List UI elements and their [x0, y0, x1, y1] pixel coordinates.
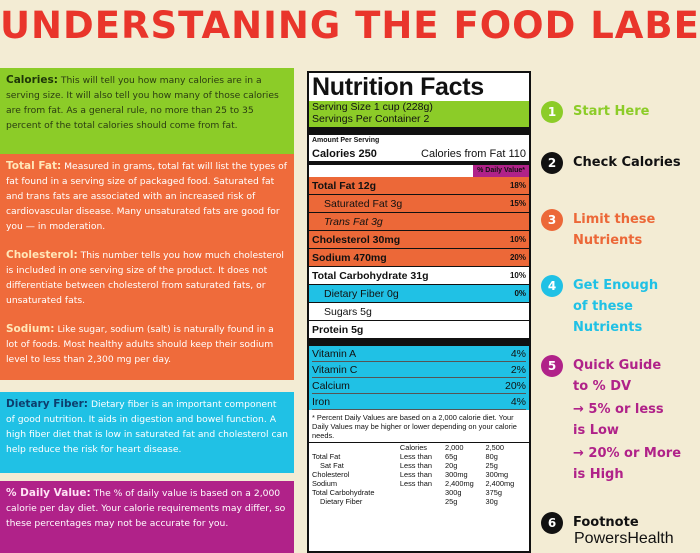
step-2-text: Check Calories: [573, 155, 681, 170]
carbohydrate-row: Total Carbohydrate 31g 10%: [312, 269, 526, 282]
sugars-row: Sugars 5g: [324, 305, 372, 318]
calories-value: Calories 250: [312, 147, 377, 160]
step-5-number: 5: [541, 355, 563, 377]
total-fat-row: Total Fat 12g 18%: [312, 179, 526, 192]
brand-logo: PowersHealth: [574, 530, 674, 547]
step-3-text: Limit these Nutrients: [573, 212, 656, 248]
fiber-text: Dietary fiber is an important component …: [6, 399, 288, 455]
serving-info: Serving Size 1 cup (228g) Servings Per C…: [309, 101, 529, 127]
label-title: Nutrition Facts: [312, 73, 484, 101]
vitamin-c-row: Vitamin C 2%: [312, 362, 526, 378]
nutrition-facts-label: Nutrition Facts Serving Size 1 cup (228g…: [307, 71, 531, 553]
sodium-text: Like sugar, sodium (salt) is naturally f…: [6, 324, 274, 365]
table-row: Dietary Fiber 25g 30g: [320, 497, 498, 506]
step-2-number: 2: [541, 152, 563, 174]
daily-value-panel: % Daily Value: The % of daily value is b…: [0, 481, 294, 553]
dietary-fiber-panel: Dietary Fiber: Dietary fiber is an impor…: [0, 392, 294, 473]
total-fat-heading: Total Fat:: [6, 160, 62, 172]
step-3-number: 3: [541, 209, 563, 231]
calories-from-fat: Calories from Fat 110: [421, 147, 526, 160]
dietary-fiber-row: Dietary Fiber 0g 0%: [324, 287, 526, 300]
step-5: 5 Quick Guide to % DV → 5% or less is Lo…: [541, 355, 681, 485]
fiber-block: Dietary Fiber 0g 0%: [309, 285, 529, 302]
step-6-number: 6: [541, 512, 563, 534]
total-fat-text: Measured in grams, total fat will list t…: [6, 161, 287, 232]
cholesterol-row: Cholesterol 30mg 10%: [312, 233, 526, 246]
vitamins-block: Vitamin A 4% Vitamin C 2% Calcium 20% Iron 4…: [309, 346, 529, 410]
table-row: Total Fat Less than 65g 80g: [312, 452, 498, 461]
step-5-text: Quick Guide to % DV → 5% or less is Low …: [573, 358, 682, 482]
step-6: 6 Footnote: [541, 512, 639, 534]
daily-value-header: % Daily Value*: [312, 165, 529, 177]
table-row: Sat Fat Less than 20g 25g: [320, 461, 498, 470]
cholesterol-heading: Cholesterol:: [6, 249, 78, 261]
step-1-number: 1: [541, 101, 563, 123]
table-row: Cholesterol Less than 300mg 300mg: [312, 470, 509, 479]
step-6-text: Footnote: [573, 515, 639, 530]
vitamin-a-row: Vitamin A 4%: [312, 346, 526, 362]
protein-row: Protein 5g: [312, 323, 364, 336]
iron-row: Iron 4%: [312, 394, 526, 410]
sodium-heading: Sodium:: [6, 323, 55, 335]
daily-values-table: Calories 2,000 2,500 Total Fat Less than 65g…: [312, 443, 526, 506]
calories-text: This will tell you how many calories are…: [6, 75, 279, 131]
step-2: 2 Check Calories: [541, 152, 681, 174]
page-title: UNDERSTANING THE FOOD LABEL: [0, 4, 700, 47]
serving-size: Serving Size 1 cup (228g): [312, 101, 433, 113]
step-4-number: 4: [541, 275, 563, 297]
step-1-text: Start Here: [573, 104, 650, 119]
dv-text: The % of daily value is based on a 2,000…: [6, 488, 286, 529]
limit-nutrients-panel: Total Fat: Measured in grams, total fat …: [0, 154, 294, 380]
amount-per-serving: Amount Per Serving: [312, 137, 380, 144]
calories-panel: Calories: This will tell you how many ca…: [0, 68, 294, 154]
saturated-fat-row: Saturated Fat 3g 15%: [324, 197, 526, 210]
label-footnote: * Percent Daily Values are based on a 2,…: [312, 413, 517, 440]
dv-heading: % Daily Value:: [6, 487, 91, 499]
servings-per-container: Servings Per Container 2: [312, 113, 430, 125]
step-4-text: Get Enough of these Nutrients: [573, 278, 659, 335]
calories-row: Calories 250 Calories from Fat 110: [312, 146, 526, 161]
step-3: 3 Limit these Nutrients: [541, 209, 655, 251]
trans-fat-row: Trans Fat 3g: [324, 215, 383, 228]
calcium-row: Calcium 20%: [312, 378, 526, 394]
calories-heading: Calories:: [6, 74, 58, 86]
cholesterol-text: This number tells you how much cholester…: [6, 250, 284, 306]
table-row: Sodium Less than 2,400mg 2,400mg: [312, 479, 515, 488]
step-1: 1 Start Here: [541, 101, 649, 123]
sodium-row: Sodium 470mg 20%: [312, 251, 526, 264]
table-head-row: Calories 2,000 2,500: [399, 443, 504, 452]
limit-nutrients-block: Total Fat 12g 18% Saturated Fat 3g 15% Tra…: [309, 177, 529, 266]
fiber-heading: Dietary Fiber:: [6, 398, 89, 410]
step-4: 4 Get Enough of these Nutrients: [541, 275, 658, 338]
table-row: Total Carbohydrate 300g 375g: [312, 488, 502, 497]
